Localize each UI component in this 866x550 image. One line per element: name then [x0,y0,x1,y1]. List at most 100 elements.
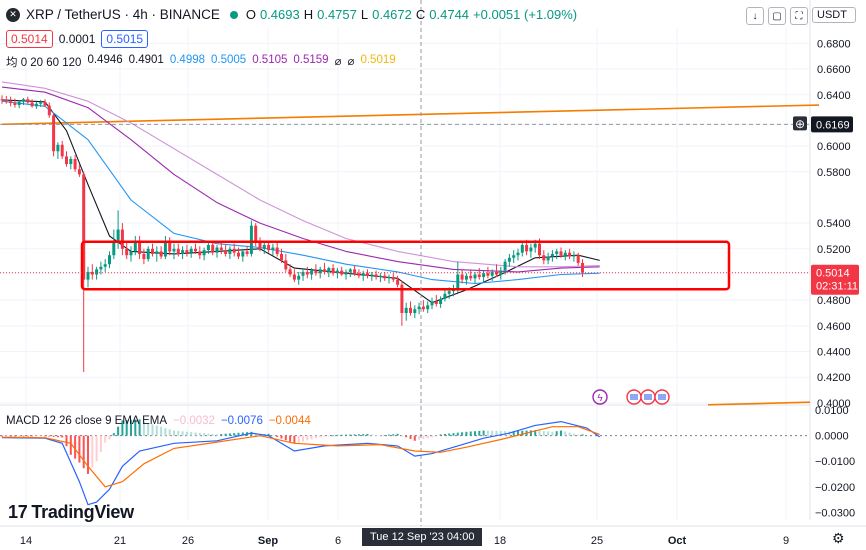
histogram-bar [418,435,421,440]
candle-body [13,103,17,106]
ma-legend[interactable]: 均 0 20 60 120 0.4946 0.4901 0.4998 0.500… [6,54,396,70]
candle [129,246,133,262]
histogram-bar [443,433,446,436]
open-value: 0.4693 [259,7,300,22]
currency-selector[interactable]: USDT [812,7,856,23]
candle-body [525,244,529,252]
candle [69,156,73,170]
candle [206,241,210,254]
candle [185,244,189,257]
candle [314,264,318,276]
candle-body [301,271,305,276]
macd-legend[interactable]: MACD 12 26 close 9 EMA EMA −0.0032 −0.00… [6,415,311,427]
candle-body [86,271,90,280]
candle-body [520,244,524,253]
candle [108,251,111,269]
histogram-bar [95,435,98,462]
plus-icon: ⊕ [795,117,805,131]
candle-body [495,271,498,275]
candle [30,99,34,108]
candle-body [275,247,279,254]
histogram-bar [478,430,481,436]
candle [112,229,116,260]
histogram-bar [259,434,261,436]
candle-body [138,242,142,254]
histogram-bar [323,435,326,437]
low-value: 0.4672 [372,7,412,22]
candle [95,266,99,280]
candle [507,253,511,267]
candle-body [314,270,318,274]
histogram-bar [551,431,554,436]
candle-body [490,271,494,276]
candle-body [4,99,8,102]
maximize-icon[interactable]: ⛶ [790,7,808,25]
candle [125,241,129,260]
high-label: H [303,7,314,22]
histogram-bar [177,430,180,436]
lower-trendline [707,401,811,406]
candle [520,241,524,257]
time-tick-label: 6 [335,535,341,547]
candle-body [400,284,404,313]
histogram-bar [82,435,85,469]
time-tick-label: 9 [783,535,789,547]
histogram-bar [461,432,464,436]
settings-gear-icon[interactable]: ⚙ [832,530,845,546]
candle-body [327,268,331,272]
candle [34,101,38,109]
candle [168,237,172,256]
candle-body [331,268,335,274]
candle-body [22,99,25,102]
candle [460,269,464,284]
ma-sep-1: ⌀ [334,56,342,68]
candle-body [563,252,567,256]
histogram-bar [499,430,502,436]
candle [52,112,56,157]
candle-body [413,309,417,313]
tradingview-logo[interactable]: 17 TradingView [8,502,134,523]
symbol-title[interactable]: XRP / TetherUS · 4h · BINANCE [26,7,220,22]
candle [77,164,81,177]
candle [499,266,503,280]
candle [258,237,262,252]
buy-price-button[interactable]: 0.5015 [101,30,149,48]
candle [529,243,533,258]
histogram-bar [267,433,270,436]
histogram-bar [336,434,339,436]
collapse-icon[interactable]: ▢ [768,7,786,25]
candle [353,265,357,276]
candle-body [69,158,73,165]
candle-body [387,277,391,279]
histogram-bar [125,420,128,436]
bid-ask-row: 0.5014 0.0001 0.5015 [6,30,149,48]
candle [512,250,516,263]
price-tick-label: 0.5400 [817,218,851,230]
price-tick-label: 0.4600 [817,321,851,333]
histogram-bar [517,430,519,436]
histogram-bar [130,419,132,436]
histogram-bar [168,429,171,436]
move-down-icon[interactable]: ↓ [746,7,764,25]
candle-body [460,274,464,280]
candle-body [486,273,490,276]
candle [374,270,378,280]
candle-body [529,247,533,252]
histogram-bar [56,435,59,438]
price-tick-label: 0.6000 [817,141,851,153]
candle [370,271,374,281]
candle-body [224,250,228,254]
histogram-bar [69,435,72,455]
candle-body [391,277,395,280]
candle [65,151,68,167]
ma-value-2: 0.4901 [128,54,164,66]
change-value: +0.0051 (+1.09%) [473,7,578,22]
histogram-bar [52,435,55,437]
time-tick-label: Sep [258,535,278,547]
sell-price-button[interactable]: 0.5014 [6,30,53,48]
candle-body [129,251,133,256]
candle-body [133,242,137,252]
candle [297,271,301,285]
candle-body [60,144,64,157]
